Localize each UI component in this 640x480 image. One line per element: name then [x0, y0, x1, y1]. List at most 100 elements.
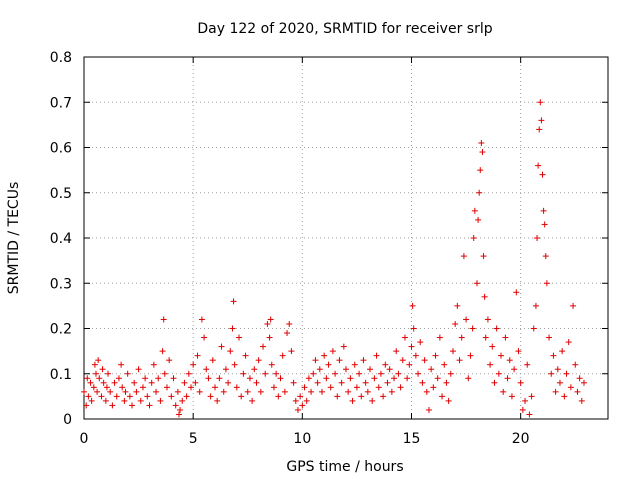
data-point: [172, 402, 179, 409]
y-tick-label: 0.6: [50, 141, 72, 157]
data-point: [362, 379, 369, 386]
data-point: [498, 352, 505, 359]
data-point: [297, 393, 304, 400]
data-point: [133, 388, 140, 395]
data-point: [155, 375, 162, 382]
data-point: [445, 397, 452, 404]
data-point: [471, 207, 478, 214]
data-point: [475, 216, 482, 223]
data-point: [301, 384, 308, 391]
data-point: [530, 325, 537, 332]
grid: [84, 57, 608, 419]
data-point: [142, 375, 149, 382]
data-point: [122, 388, 129, 395]
data-point: [399, 357, 406, 364]
data-point: [91, 361, 98, 368]
data-point: [415, 370, 422, 377]
data-point: [170, 375, 177, 382]
data-point: [535, 162, 542, 169]
data-point: [107, 388, 114, 395]
data-point: [305, 375, 312, 382]
data-point: [384, 379, 391, 386]
data-point: [249, 397, 256, 404]
data-point: [192, 379, 199, 386]
y-tick-label: 0.5: [50, 186, 72, 202]
data-point: [129, 402, 136, 409]
data-point: [506, 357, 513, 364]
data-point: [87, 379, 94, 386]
data-point: [209, 357, 216, 364]
x-tick-label: 5: [189, 431, 198, 447]
x-tick-label: 0: [80, 431, 89, 447]
data-point: [409, 302, 416, 309]
data-point: [144, 393, 151, 400]
data-point: [225, 379, 232, 386]
data-point: [121, 397, 128, 404]
data-point: [105, 370, 112, 377]
data-point: [522, 397, 529, 404]
data-point: [294, 406, 301, 413]
data-point: [194, 352, 201, 359]
y-axis-label: SRMTID / TECUs: [6, 182, 22, 295]
data-point: [201, 334, 208, 341]
data-point: [308, 388, 315, 395]
data-point: [373, 352, 380, 359]
data-point: [246, 375, 253, 382]
data-point: [367, 366, 374, 373]
data-point: [570, 302, 577, 309]
data-point: [406, 361, 413, 368]
data-point: [375, 384, 382, 391]
data-point: [323, 375, 330, 382]
data-point: [421, 357, 428, 364]
data-point: [526, 411, 533, 418]
data-point: [395, 370, 402, 377]
data-point: [441, 361, 448, 368]
data-point: [264, 320, 271, 327]
data-point: [508, 393, 515, 400]
data-point: [532, 302, 539, 309]
data-point: [541, 221, 548, 228]
data-point: [404, 375, 411, 382]
data-point: [460, 253, 467, 260]
data-point: [214, 397, 221, 404]
data-point: [567, 384, 574, 391]
data-point: [161, 370, 168, 377]
data-point: [382, 361, 389, 368]
data-point: [88, 397, 95, 404]
data-point: [465, 375, 472, 382]
data-point: [100, 379, 107, 386]
data-point: [196, 388, 203, 395]
data-point: [187, 384, 194, 391]
data-point: [412, 352, 419, 359]
y-tick-label: 0.7: [50, 95, 72, 111]
data-point: [528, 393, 535, 400]
data-point: [546, 334, 553, 341]
data-point: [419, 379, 426, 386]
data-point: [391, 375, 398, 382]
data-point: [470, 235, 477, 241]
data-point: [542, 253, 549, 260]
data-point: [565, 339, 572, 346]
data-point: [124, 370, 131, 377]
data-point: [476, 189, 483, 196]
data-point: [428, 366, 435, 373]
data-point: [253, 379, 260, 386]
data-point: [251, 366, 258, 373]
data-point: [218, 343, 225, 350]
data-point: [454, 302, 461, 309]
data-point: [229, 325, 236, 332]
data-point: [281, 388, 288, 395]
data-point: [430, 384, 437, 391]
data-point: [174, 388, 181, 395]
data-point: [260, 343, 267, 350]
data-point: [96, 375, 103, 382]
data-point: [316, 366, 323, 373]
y-tick-label: 0.4: [50, 231, 72, 247]
data-point: [267, 316, 274, 323]
data-point: [111, 379, 118, 386]
data-point: [484, 316, 491, 323]
data-point: [574, 388, 581, 395]
data-point: [268, 361, 275, 368]
data-point: [580, 379, 587, 386]
